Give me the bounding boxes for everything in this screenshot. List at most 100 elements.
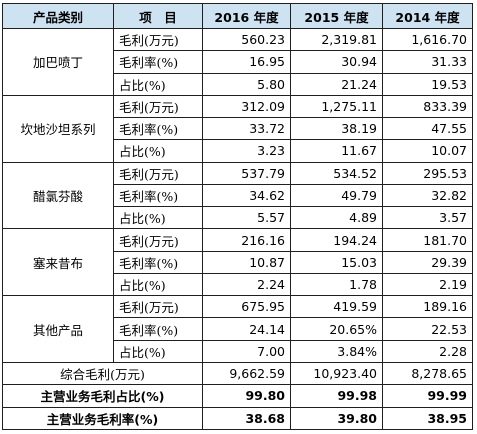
table-row: 加巴喷丁 毛利(万元) 560.23 2,319.81 1,616.70 xyxy=(2,27,473,96)
value-cell: 32.82 xyxy=(382,183,473,208)
value-cell: 675.95 xyxy=(202,295,291,319)
value-cell: 21.24 xyxy=(290,72,383,96)
table-row: 占比(%) 7.00 3.84% 2.28 xyxy=(3,339,473,363)
value-cell: 3.57 xyxy=(382,206,473,230)
value-cell: 2,319.81 xyxy=(290,27,383,52)
value-cell: 1.78 xyxy=(290,272,383,297)
summary-value-cell: 38.95 xyxy=(382,406,473,431)
summary-label-cell: 主营业务毛利率(%) xyxy=(2,406,203,431)
header-2015: 2015 年度 xyxy=(290,3,383,29)
value-cell: 3.84% xyxy=(290,339,383,363)
table-row: 毛利率(%) 33.72 38.19 47.55 xyxy=(3,117,473,141)
value-cell: 7.00 xyxy=(202,339,291,363)
value-cell: 4.89 xyxy=(290,206,383,230)
value-cell: 419.59 xyxy=(290,295,383,319)
metric-label-cell: 毛利(万元) xyxy=(113,94,203,119)
metric-label-cell: 占比(%) xyxy=(113,139,203,163)
table-row: 其他产品 毛利(万元) 675.95 419.59 189.16 xyxy=(2,295,473,363)
table-row: 醋氯芬酸 毛利(万元) 537.79 534.52 295.53 xyxy=(2,161,473,230)
table-row: 塞来昔布 毛利(万元) 216.16 194.24 181.70 xyxy=(2,228,473,297)
value-cell: 5.57 xyxy=(202,206,291,230)
table-row: 占比(%) 3.23 11.67 10.07 xyxy=(3,139,473,163)
summary-row: 综合毛利(万元) 9,662.59 10,923.40 8,278.65 xyxy=(2,361,473,386)
value-cell: 194.24 xyxy=(290,228,383,252)
value-cell: 2.19 xyxy=(382,272,473,297)
product-category-cell: 坎地沙坦系列 xyxy=(2,94,114,163)
summary-value-cell: 38.68 xyxy=(202,406,291,431)
summary-value-cell: 99.80 xyxy=(202,384,291,408)
metric-label-cell: 毛利率(%) xyxy=(113,317,203,341)
summary-value-cell: 39.80 xyxy=(290,406,383,431)
metric-label-cell: 毛利率(%) xyxy=(113,183,203,208)
metric-label-cell: 毛利率(%) xyxy=(113,117,203,141)
value-cell: 1,275.11 xyxy=(290,94,383,119)
value-cell: 49.79 xyxy=(290,183,383,208)
value-cell: 34.62 xyxy=(202,183,291,208)
product-category-cell: 醋氯芬酸 xyxy=(2,161,114,230)
value-cell: 20.65% xyxy=(290,317,383,341)
value-cell: 22.53 xyxy=(382,317,473,341)
summary-value-cell: 8,278.65 xyxy=(382,361,473,386)
summary-label-cell: 综合毛利(万元) xyxy=(2,361,203,386)
header-category: 产品类别 xyxy=(2,3,114,29)
summary-row: 主营业务毛利率(%) 38.68 39.80 38.95 xyxy=(2,406,473,431)
header-2016: 2016 年度 xyxy=(202,3,291,29)
metric-label-cell: 占比(%) xyxy=(113,72,203,96)
value-cell: 833.39 xyxy=(382,94,473,119)
metric-label-cell: 毛利(万元) xyxy=(113,228,203,252)
value-cell: 312.09 xyxy=(202,94,291,119)
value-cell: 2.28 xyxy=(382,339,473,363)
value-cell: 216.16 xyxy=(202,228,291,252)
summary-row: 主营业务毛利占比(%) 99.80 99.98 99.99 xyxy=(2,384,473,408)
value-cell: 11.67 xyxy=(290,139,383,163)
value-cell: 29.39 xyxy=(382,250,473,274)
product-category-cell: 其他产品 xyxy=(2,295,114,363)
metric-label-cell: 毛利(万元) xyxy=(113,27,203,52)
product-category-cell: 塞来昔布 xyxy=(2,228,114,297)
table-row: 占比(%) 5.57 4.89 3.57 xyxy=(3,206,473,230)
table-row: 毛利率(%) 34.62 49.79 32.82 xyxy=(3,183,473,208)
table-body: 加巴喷丁 毛利(万元) 560.23 2,319.81 1,616.70 毛利率(%) 16… xyxy=(2,27,473,431)
value-cell: 19.53 xyxy=(382,72,473,96)
summary-value-cell: 9,662.59 xyxy=(202,361,291,386)
value-cell: 15.03 xyxy=(290,250,383,274)
metric-label-cell: 毛利率(%) xyxy=(113,250,203,274)
summary-value-cell: 99.99 xyxy=(382,384,473,408)
metric-label-cell: 占比(%) xyxy=(113,339,203,363)
metric-label-cell: 占比(%) xyxy=(113,206,203,230)
summary-label-cell: 主营业务毛利占比(%) xyxy=(2,384,203,408)
table-row: 坎地沙坦系列 毛利(万元) 312.09 1,275.11 833.39 xyxy=(2,94,473,163)
value-cell: 537.79 xyxy=(202,161,291,185)
summary-value-cell: 99.98 xyxy=(290,384,383,408)
value-cell: 295.53 xyxy=(382,161,473,185)
value-cell: 38.19 xyxy=(290,117,383,141)
product-category-cell: 加巴喷丁 xyxy=(2,28,114,96)
value-cell: 33.72 xyxy=(202,117,291,141)
value-cell: 47.55 xyxy=(382,117,473,141)
summary-value-cell: 10,923.40 xyxy=(290,361,383,386)
value-cell: 10.07 xyxy=(382,139,473,163)
header-row: 产品类别 项 目 2016 年度 2015 年度 2014 年度 xyxy=(2,3,473,29)
header-item: 项 目 xyxy=(113,3,203,29)
value-cell: 534.52 xyxy=(290,161,383,185)
metric-label-cell: 毛利(万元) xyxy=(113,161,203,185)
value-cell: 24.14 xyxy=(202,317,291,341)
metric-label-cell: 毛利(万元) xyxy=(113,295,203,319)
value-cell: 10.87 xyxy=(202,250,291,274)
value-cell: 2.24 xyxy=(202,272,291,297)
value-cell: 30.94 xyxy=(290,50,383,74)
value-cell: 560.23 xyxy=(202,27,291,52)
header-2014: 2014 年度 xyxy=(382,3,473,29)
value-cell: 181.70 xyxy=(382,228,473,252)
value-cell: 3.23 xyxy=(202,139,291,163)
value-cell: 16.95 xyxy=(202,50,291,74)
gross-margin-table: 产品类别 项 目 2016 年度 2015 年度 2014 年度 加巴喷丁 毛利(… xyxy=(2,3,473,431)
value-cell: 31.33 xyxy=(382,50,473,74)
value-cell: 1,616.70 xyxy=(382,27,473,52)
table-row: 毛利率(%) 24.14 20.65% 22.53 xyxy=(3,317,473,341)
value-cell: 189.16 xyxy=(382,295,473,319)
value-cell: 5.80 xyxy=(202,72,291,96)
table-row: 毛利率(%) 10.87 15.03 29.39 xyxy=(3,250,473,274)
metric-label-cell: 占比(%) xyxy=(113,272,203,297)
metric-label-cell: 毛利率(%) xyxy=(113,50,203,74)
